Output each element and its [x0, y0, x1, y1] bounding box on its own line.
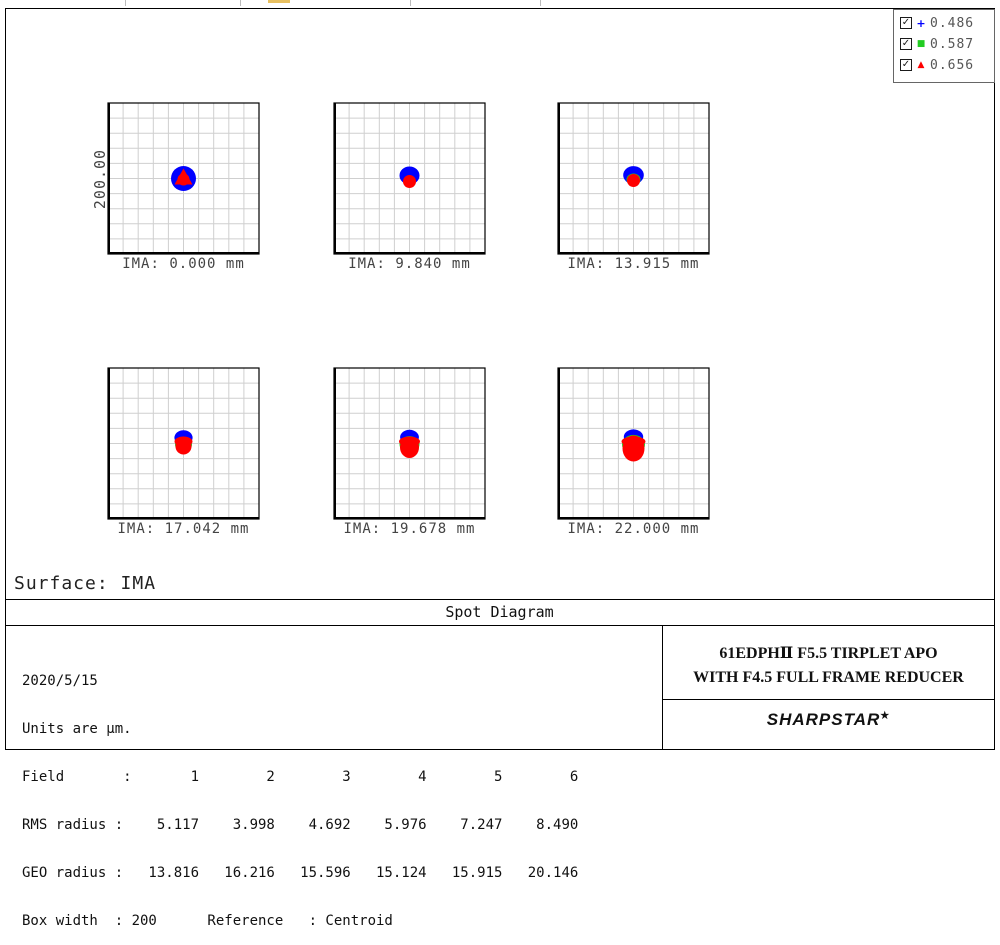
wavelength-legend: ✓ + 0.486 ✓ ■ 0.587 ✓ ▲ 0.656: [893, 9, 995, 83]
legend-item-red[interactable]: ✓ ▲ 0.656: [900, 56, 974, 74]
divider: [5, 625, 994, 626]
plus-marker-icon: +: [916, 16, 926, 30]
top-strip: [0, 0, 1000, 8]
design-title-line2: WITH F4.5 FULL FRAME REDUCER: [693, 669, 964, 686]
red-spot: [399, 436, 420, 447]
legend-label: 0.486: [930, 15, 975, 31]
red-spot: [177, 173, 190, 186]
info-box-row: Box width : 200 Reference : Centroid: [22, 913, 393, 929]
surface-label: Surface: IMA: [14, 573, 157, 594]
legend-item-green[interactable]: ✓ ■ 0.587: [900, 35, 974, 53]
brand-logo: SHARPSTAR★: [663, 710, 994, 730]
divider: [663, 699, 994, 700]
design-title: 61EDPHⅡ F5.5 TIRPLET APO WITH F4.5 FULL …: [663, 642, 994, 690]
legend-label: 0.587: [930, 36, 975, 52]
field-label: IMA: 22.000 mm: [567, 521, 699, 537]
checkbox-icon[interactable]: ✓: [900, 17, 912, 29]
triangle-marker-icon: ▲: [917, 60, 925, 70]
red-spot: [621, 436, 646, 447]
field-label: IMA: 0.000 mm: [122, 256, 245, 272]
square-marker-icon: ■: [916, 39, 926, 49]
field-label: IMA: 13.915 mm: [567, 256, 699, 272]
panel-title: Spot Diagram: [445, 603, 554, 621]
info-date: 2020/5/15: [22, 673, 98, 689]
brand-text: SHARPSTAR: [766, 710, 881, 729]
field-label: IMA: 9.840 mm: [348, 256, 471, 272]
scale-label: 200.00: [91, 149, 109, 209]
info-units: Units are µm.: [22, 721, 132, 737]
divider: [5, 599, 994, 600]
red-spot: [174, 436, 193, 447]
info-geo-row: GEO radius : 13.816 16.216 15.596 15.124…: [22, 865, 579, 881]
info-block: 2020/5/15 Units are µm. Field : 1 2 3 4 …: [22, 641, 578, 945]
field-label: IMA: 17.042 mm: [117, 521, 249, 537]
star-icon: ★: [880, 710, 891, 722]
checkbox-icon[interactable]: ✓: [900, 59, 912, 71]
info-field-row: Field : 1 2 3 4 5 6: [22, 769, 579, 785]
field-label: IMA: 19.678 mm: [343, 521, 475, 537]
spot-diagram-plots: IMA: 0.000 mm IMA: 9.840 mm IMA: 13.915 mm…: [91, 102, 710, 537]
divider: [662, 625, 663, 749]
design-title-line1: 61EDPHⅡ F5.5 TIRPLET APO: [719, 645, 938, 662]
checkbox-icon[interactable]: ✓: [900, 38, 912, 50]
red-spot: [627, 174, 640, 187]
legend-label: 0.656: [930, 57, 975, 73]
red-spot: [403, 175, 416, 188]
legend-item-blue[interactable]: ✓ + 0.486: [900, 14, 974, 32]
info-rms-row: RMS radius : 5.117 3.998 4.692 5.976 7.2…: [22, 817, 579, 833]
